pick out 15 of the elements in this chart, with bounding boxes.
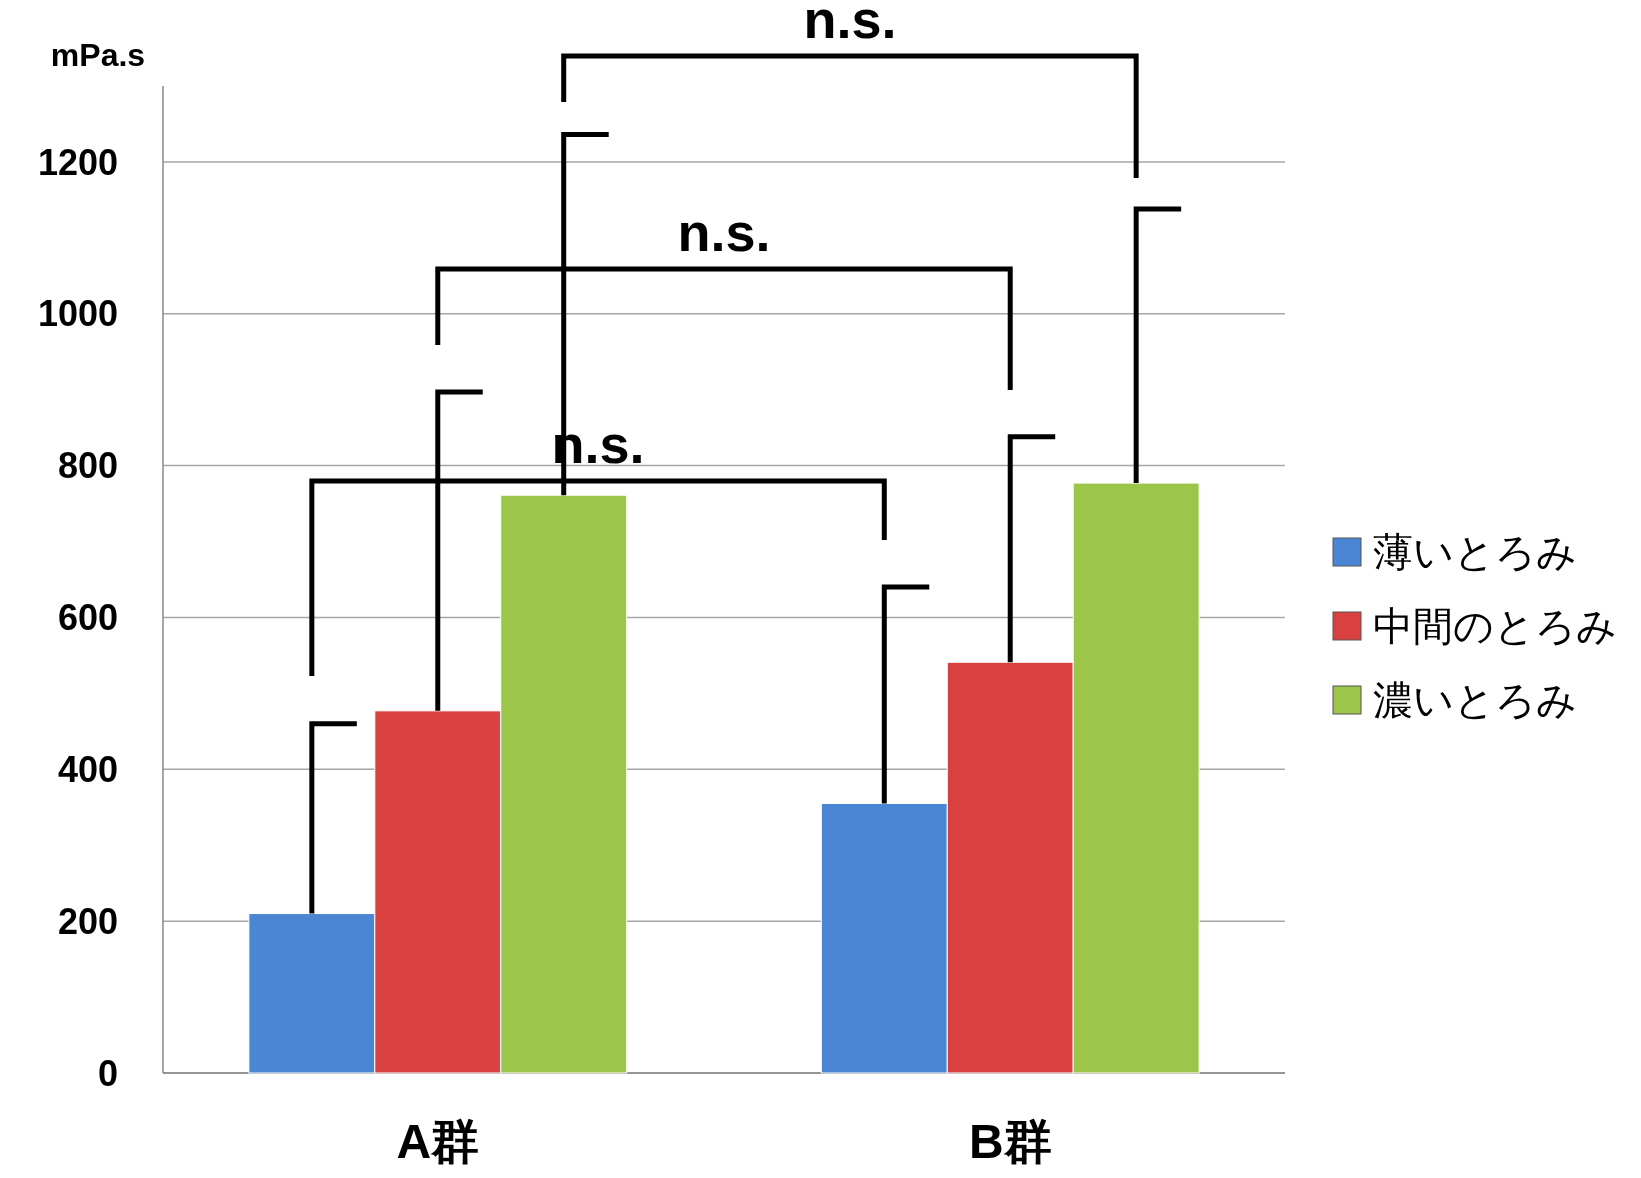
x-tick-label: B群 (968, 1115, 1052, 1168)
text: n.s. (803, 0, 897, 49)
y-tick-label: 200 (57, 900, 118, 942)
annotation: n.s. (677, 202, 771, 262)
y-axis-title: mPa.s (50, 37, 146, 73)
legend-label: 中間のとろみ (1373, 604, 1617, 648)
y-tick-label: 0 (97, 1052, 118, 1094)
y-tick-label: 600 (57, 597, 118, 639)
x-tick-label: A群 (396, 1115, 480, 1168)
legend-label: 濃いとろみ (1373, 678, 1577, 722)
legend-label: 薄いとろみ (1373, 530, 1577, 574)
y-tick-label: 800 (57, 445, 118, 487)
y-tick-label: 1000 (37, 293, 118, 335)
y-tick-label: 400 (57, 748, 118, 790)
y-tick-label: 1200 (37, 141, 118, 183)
